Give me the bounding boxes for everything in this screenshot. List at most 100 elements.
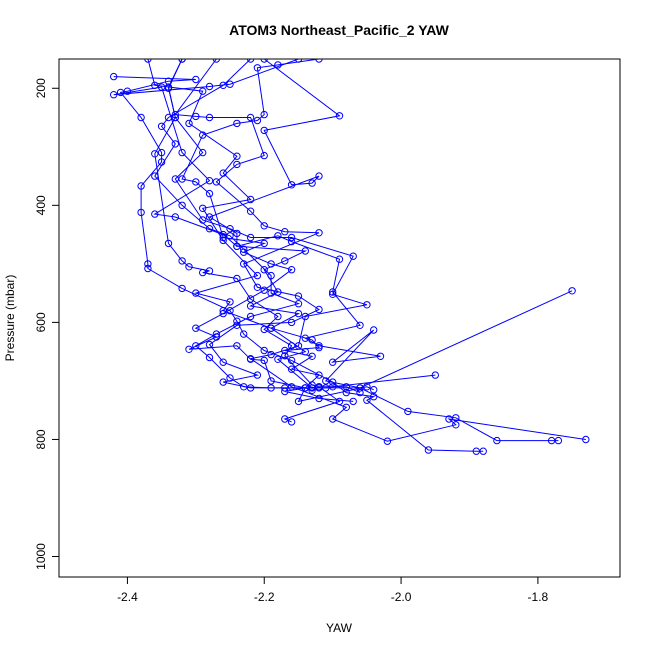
x-tick-label: -2.0 — [391, 590, 412, 604]
data-point — [240, 330, 248, 338]
data-point — [246, 355, 255, 363]
data-point — [226, 232, 234, 240]
x-tick-label: -2.2 — [254, 590, 275, 604]
data-point — [260, 356, 268, 365]
data-point — [445, 415, 453, 423]
data-point — [233, 160, 241, 169]
data-point — [267, 324, 275, 332]
data-point — [219, 233, 227, 242]
data-point — [568, 287, 576, 295]
data-point — [370, 386, 378, 394]
y-tick-label: 1000 — [34, 543, 48, 570]
data-point — [424, 446, 433, 454]
data-point — [308, 179, 316, 187]
data-point — [315, 383, 323, 391]
data-point — [246, 207, 255, 215]
data-point — [144, 260, 152, 268]
data-point — [246, 195, 255, 204]
data-point — [342, 403, 350, 411]
data-point — [233, 242, 241, 251]
data-point — [185, 263, 193, 271]
data-point — [205, 267, 214, 275]
data-point — [301, 312, 309, 321]
data-point — [144, 59, 152, 63]
data-point — [287, 318, 296, 327]
data-point — [219, 309, 227, 318]
data-point — [274, 312, 282, 321]
data-point — [281, 415, 289, 423]
data-point — [233, 317, 241, 325]
data-point — [287, 418, 296, 426]
data-point — [582, 435, 590, 444]
data-point — [246, 233, 255, 242]
data-point — [110, 72, 118, 81]
data-point — [205, 113, 214, 122]
data-point — [144, 264, 152, 273]
data-point — [240, 260, 248, 268]
data-point — [171, 213, 180, 221]
data-point — [315, 394, 323, 403]
data-point — [110, 91, 118, 99]
data-point — [287, 365, 296, 373]
data-point — [192, 342, 200, 350]
data-point — [356, 321, 364, 329]
data-point — [376, 352, 385, 360]
data-point — [267, 289, 275, 297]
data-point — [322, 384, 330, 392]
chart-title: ATOM3 Northeast_Pacific_2 YAW — [229, 22, 449, 38]
data-point — [281, 257, 289, 265]
data-point — [294, 292, 303, 300]
data-point — [226, 80, 234, 88]
data-point — [329, 288, 337, 296]
data-point — [267, 260, 275, 268]
data-point — [253, 283, 262, 291]
data-point — [233, 119, 241, 128]
data-point — [192, 112, 200, 121]
y-tick-label: 600 — [34, 312, 48, 332]
data-point — [315, 305, 323, 314]
data-point — [212, 178, 221, 186]
data-point — [226, 298, 234, 306]
x-axis: -2.4 -2.2 -2.0 -1.8 — [117, 577, 549, 604]
data-point — [233, 342, 241, 350]
data-point — [137, 208, 145, 217]
data-point — [274, 232, 282, 240]
data-point — [260, 239, 268, 248]
data-point — [294, 397, 303, 406]
data-point — [137, 113, 145, 122]
data-point — [431, 371, 439, 379]
data-point — [274, 355, 282, 363]
data-point — [185, 119, 193, 128]
data-point — [322, 377, 330, 385]
data-point — [356, 384, 364, 392]
data-point — [267, 384, 275, 392]
data-point — [329, 415, 337, 423]
data-point — [253, 371, 262, 379]
data-point — [260, 151, 268, 160]
data-point — [226, 374, 234, 382]
y-axis-label: Pressure (mbar) — [3, 275, 17, 362]
data-point — [240, 245, 248, 253]
data-point — [342, 388, 350, 397]
data-point — [349, 252, 357, 260]
data-point — [260, 222, 268, 230]
data-point — [240, 383, 248, 391]
data-point — [246, 295, 255, 303]
data-point — [260, 286, 268, 294]
data-point — [335, 112, 344, 120]
data-point — [335, 397, 344, 406]
series-3 — [164, 59, 590, 445]
data-point — [281, 228, 289, 236]
series-2 — [110, 72, 487, 455]
data-point — [246, 312, 255, 321]
data-point — [301, 334, 309, 342]
data-point — [219, 358, 227, 366]
data-point — [199, 131, 207, 139]
data-point — [205, 213, 214, 221]
data-point — [253, 116, 262, 125]
data-point — [452, 414, 460, 422]
series-9 — [151, 59, 364, 397]
data-point — [151, 210, 159, 218]
data-point — [472, 447, 480, 455]
data-point — [192, 289, 200, 297]
